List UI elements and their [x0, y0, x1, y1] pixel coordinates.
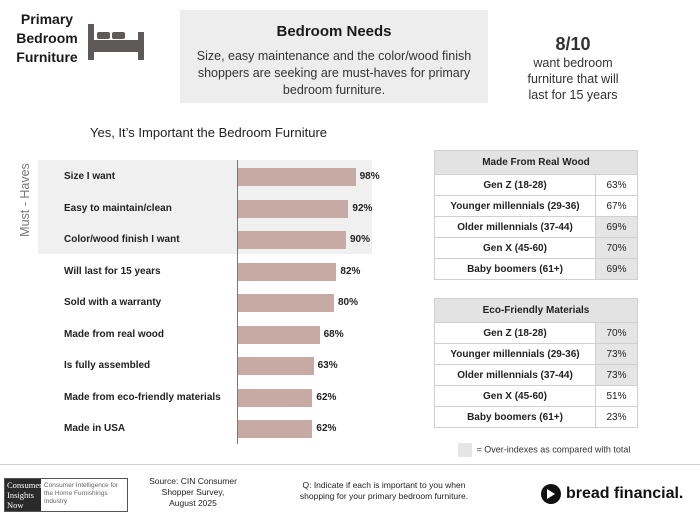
chart-axis-line — [237, 160, 238, 444]
row-value: 69% — [595, 216, 638, 238]
row-label: Gen X (45-60) — [434, 237, 596, 259]
stat-callout: 8/10 want bedroom furniture that will la… — [518, 34, 628, 103]
row-label: Younger millennials (29-36) — [434, 195, 596, 217]
bar-label: Made from eco-friendly materials — [64, 391, 221, 403]
bar-value-label: 80% — [338, 297, 359, 308]
bar-label: Easy to maintain/clean — [64, 202, 172, 214]
bar-label: Size I want — [64, 171, 116, 182]
row-value: 70% — [595, 322, 638, 344]
row-value: 69% — [595, 258, 638, 280]
bar-value-label: 90% — [350, 234, 371, 245]
table-row: Gen X (45-60) 51% — [434, 385, 638, 407]
bar — [238, 294, 334, 312]
bar-value-label: 63% — [317, 360, 338, 371]
header-text: Size, easy maintenance and the color/woo… — [196, 49, 472, 97]
bar — [238, 231, 346, 249]
table-title: Eco-Friendly Materials — [434, 298, 638, 323]
bar-label: Sold with a warranty — [64, 297, 162, 308]
bar-value-label: 62% — [316, 391, 337, 403]
source-note: Source: CIN Consumer Shopper Survey, Aug… — [149, 476, 237, 508]
row-label: Gen X (45-60) — [434, 385, 596, 407]
cin-tagline: Consumer Intelligence for the Home Furni… — [44, 482, 119, 505]
bar — [238, 168, 356, 186]
bar — [238, 199, 349, 218]
real-wood-table: Made From Real Wood Gen Z (18-28) 63% Youn… — [434, 150, 638, 280]
corner-title-line: Bedroom — [16, 30, 78, 46]
bar — [238, 325, 320, 344]
row-value: 73% — [595, 364, 638, 386]
bar-value-label: 92% — [352, 202, 373, 214]
table-title: Made From Real Wood — [434, 150, 638, 175]
question-note: Q: Indicate if each is important to you … — [299, 480, 469, 501]
stat-number: 8/10 — [555, 34, 591, 54]
cin-logo: Consumer Insights Now Consumer Intellige… — [4, 478, 128, 512]
row-value: 73% — [595, 343, 638, 365]
row-value: 67% — [595, 195, 638, 217]
bar — [238, 420, 313, 438]
table-row: Younger millennials (29-36) 73% — [434, 343, 638, 365]
row-label: Younger millennials (29-36) — [434, 343, 596, 365]
row-label: Baby boomers (61+) — [434, 258, 596, 280]
bar-value-label: 98% — [359, 171, 380, 182]
legend-text: = Over-indexes as compared with total — [476, 444, 631, 455]
table-row: Gen Z (18-28) 63% — [434, 174, 638, 196]
stat-text: want bedroom furniture that will last fo… — [527, 56, 619, 102]
bar — [238, 388, 313, 407]
row-label: Older millennials (37-44) — [434, 216, 596, 238]
table-row: Younger millennials (29-36) 67% — [434, 195, 638, 217]
row-value: 51% — [595, 385, 638, 407]
row-label: Older millennials (37-44) — [434, 364, 596, 386]
bar-label: Will last for 15 years — [64, 265, 161, 277]
corner-title-line: Primary — [20, 11, 74, 27]
table-row: Older millennials (37-44) 73% — [434, 364, 638, 386]
row-value: 70% — [595, 237, 638, 259]
bar — [238, 357, 314, 375]
cin-logo-word: Consumer — [7, 480, 42, 490]
row-label: Gen Z (18-28) — [434, 322, 596, 344]
bar-value-label: 68% — [323, 328, 344, 340]
bread-financial-icon — [541, 484, 561, 504]
chart-title: Yes, It’s Important the Bedroom Furnitur… — [90, 125, 328, 140]
bar-label: Made from real wood — [64, 328, 165, 340]
cin-logo-mark: Consumer Insights Now — [5, 479, 42, 511]
row-value: 23% — [595, 406, 638, 428]
eco-friendly-table: Eco-Friendly Materials Gen Z (18-28) 70% Y… — [434, 298, 638, 428]
table-row: Gen Z (18-28) 70% — [434, 322, 638, 344]
cin-logo-word: Now — [7, 500, 24, 510]
bar-label: Color/wood finish I want — [64, 234, 180, 245]
bed-icon — [88, 24, 144, 60]
bread-financial-logo: bread financial. — [540, 483, 683, 505]
bar — [238, 262, 337, 281]
corner-title-line: Furniture — [16, 49, 78, 65]
table-row: Baby boomers (61+) 69% — [434, 258, 638, 280]
table-row: Baby boomers (61+) 23% — [434, 406, 638, 428]
footer-divider — [0, 464, 700, 465]
table-row: Older millennials (37-44) 69% — [434, 216, 638, 238]
bar-label: Made in USA — [64, 423, 126, 434]
header-title: Bedroom Needs — [276, 23, 392, 40]
bar-value-label: 82% — [340, 265, 361, 277]
row-label: Baby boomers (61+) — [434, 406, 596, 428]
row-value: 63% — [595, 174, 638, 196]
table-row: Gen X (45-60) 70% — [434, 237, 638, 259]
header-box: Bedroom Needs Size, easy maintenance and… — [180, 10, 488, 103]
cin-logo-word: Insights — [7, 490, 34, 500]
row-label: Gen Z (18-28) — [434, 174, 596, 196]
legend-swatch — [458, 443, 472, 457]
corner-title: Primary Bedroom Furniture — [8, 10, 86, 67]
must-haves-label: Must - Haves — [18, 163, 32, 237]
bar-label: Is fully assembled — [64, 360, 151, 371]
bread-financial-wordmark: bread financial. — [566, 485, 684, 502]
bar-value-label: 62% — [316, 423, 337, 434]
legend: = Over-indexes as compared with total — [458, 443, 630, 457]
